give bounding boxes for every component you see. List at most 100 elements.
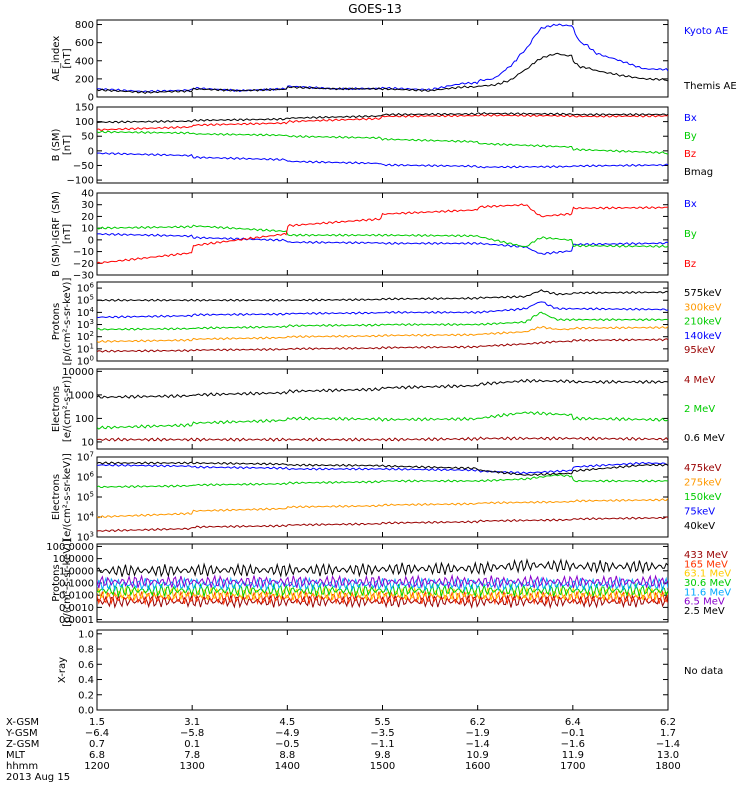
tick-base: 10: [77, 332, 90, 343]
tick-base: 10: [77, 320, 90, 331]
legend-entry: 300keV: [684, 302, 722, 313]
tick-base: 10: [77, 493, 90, 504]
x-row-value: −1.9: [466, 728, 490, 739]
x-row-value: −1.4: [656, 739, 680, 750]
panel-5: 103104105106107Electrons[e/(cm²-s-sr-keV…: [51, 451, 722, 544]
y-tick-label: 100.0000: [46, 542, 94, 553]
x-row-value: −1.4: [466, 739, 490, 750]
y-tick-label: 150: [75, 103, 94, 114]
legend-entry: 475keV: [684, 463, 722, 474]
series-line-3: [97, 461, 668, 475]
x-row-value: −1.1: [370, 739, 394, 750]
y-tick-label: 101: [77, 342, 94, 355]
x-row-value: 1500: [370, 761, 395, 772]
y-tick-label: 103: [77, 531, 94, 544]
y-label-line: Protons: [51, 564, 62, 601]
x-row-value: 1400: [275, 761, 300, 772]
panel-frame: [96, 629, 669, 711]
panel-frame: [96, 106, 669, 184]
legend-entry: Bx: [684, 113, 697, 124]
series-line-1: [97, 130, 668, 156]
x-row-value: 6.2: [660, 717, 676, 728]
panel-7: 0.0 0.2 0.4 0.6 0.8 1.0 X-ray No data: [57, 629, 723, 716]
y-tick-label: 0.6: [78, 660, 94, 671]
legend-entry: Bz: [684, 259, 696, 270]
tick-exponent: 3: [90, 531, 94, 539]
x-row-value: 4.5: [279, 717, 295, 728]
y-tick-label: −30: [73, 271, 94, 282]
tick-exponent: 6: [90, 282, 95, 290]
tick-exponent: 0: [90, 355, 94, 363]
date-label: 2013 Aug 15: [6, 772, 70, 783]
legend-entry: By: [684, 131, 697, 142]
x-row-value: −4.9: [275, 728, 299, 739]
series-line-0: [97, 516, 668, 533]
x-row-value: 0.1: [184, 739, 200, 750]
y-tick-label: 10: [81, 224, 94, 235]
panel-frame: [96, 19, 669, 98]
y-tick-label: 1.0000: [59, 566, 94, 577]
series-line-1: [97, 411, 668, 430]
y-tick-label: 50: [81, 132, 94, 143]
series-line-1: [97, 224, 668, 249]
series-line-3: [97, 582, 668, 599]
series-line-3: [97, 301, 668, 319]
y-tick-label: 200: [75, 74, 94, 85]
legend-entry: 165 MeV: [684, 559, 728, 570]
tick-base: 10: [77, 357, 90, 368]
y-tick-label: 40: [81, 189, 94, 200]
legend-entry: By: [684, 229, 697, 240]
y-tick-label: −50: [73, 161, 94, 172]
y-tick-label: 800: [75, 20, 94, 31]
legend-entry: Bmag: [684, 167, 713, 178]
y-tick-label: 0.0: [78, 706, 94, 717]
series-line-0: [97, 23, 668, 93]
legend-entry: 40keV: [684, 521, 715, 532]
legend-entry: 2 MeV: [684, 404, 715, 415]
y-label-line: AE_index: [51, 36, 62, 82]
tick-exponent: 4: [90, 306, 95, 314]
y-tick-label: 0.0001: [59, 615, 94, 626]
y-tick-label: 0.2: [78, 690, 94, 701]
series-line-1: [97, 52, 668, 94]
series-line-6: [97, 557, 668, 578]
legend-entry: 275keV: [684, 478, 722, 489]
y-tick-label: 0.4: [78, 675, 94, 686]
series-line-5: [97, 573, 668, 590]
y-tick-label: 0.1000: [59, 579, 94, 590]
y-axis-label: AE_index[nT]: [51, 36, 73, 82]
x-row-value: 9.8: [375, 750, 391, 761]
panel-annotation: No data: [684, 666, 723, 677]
x-row-value: 1.7: [660, 728, 676, 739]
tick-exponent: 3: [90, 318, 94, 326]
y-label-units: [nT]: [62, 135, 73, 155]
x-row-value: 7.8: [184, 750, 200, 761]
y-tick-label: 105: [77, 294, 94, 307]
y-tick-label: 0: [88, 235, 94, 246]
panel-1: −100 −50 0 50 100 150 B (SM)[nT] Bx By Bz Bmag: [51, 103, 713, 187]
legend-entry: 75keV: [684, 507, 715, 518]
y-tick-label: 0: [88, 146, 94, 157]
x-row-label: X-GSM: [6, 717, 39, 728]
tick-exponent: 4: [90, 511, 95, 519]
y-axis-label: Protons[p/(cm²-s-sr-keV)]: [51, 539, 73, 627]
legend-entry: 575keV: [684, 288, 722, 299]
x-row-value: 6.2: [470, 717, 486, 728]
y-label-units: [e/(cm²-s-sr)]: [62, 376, 73, 442]
x-row-value: 13.0: [657, 750, 679, 761]
series-line-2: [97, 378, 668, 399]
y-tick-label: 0: [88, 93, 94, 104]
x-row-value: 5.5: [375, 717, 391, 728]
y-label-line: B (SM): [51, 128, 62, 161]
x-row-label: MLT: [6, 750, 26, 761]
series-line-0: [97, 289, 668, 302]
y-tick-label: 1.0: [78, 629, 94, 640]
series-line-2: [97, 203, 668, 264]
series-line-0: [97, 436, 668, 442]
panel-frame: [96, 368, 669, 450]
y-label-units: [p/(cm²-s-sr-keV)]: [62, 539, 73, 627]
y-tick-label: 10000: [62, 367, 94, 378]
